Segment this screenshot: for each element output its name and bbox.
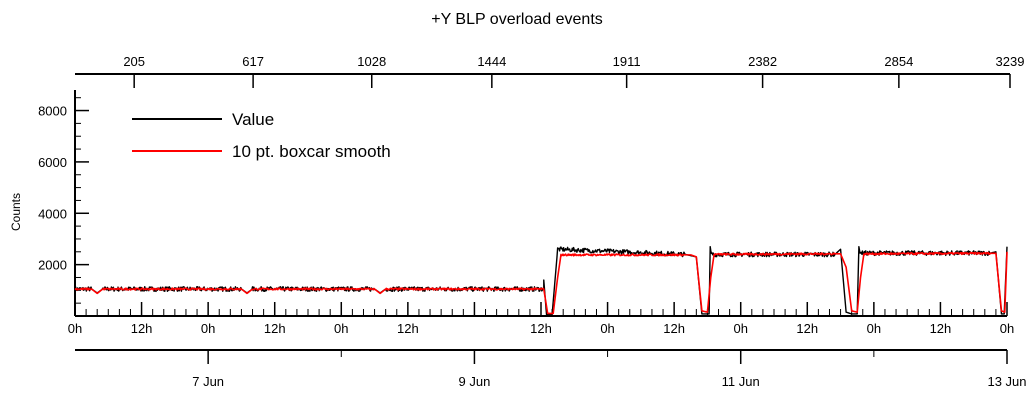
top-axis-tick-label: 2854 (884, 54, 913, 69)
legend-label-smooth: 10 pt. boxcar smooth (232, 142, 391, 161)
time-axis-tick-label: 12h (930, 321, 952, 336)
top-axis-tick-label: 2382 (748, 54, 777, 69)
legend-label-value: Value (232, 110, 274, 129)
time-axis: 0h 12h 0h 12h 0h 12h 12h 0h 12h 0h 12h 0h 12h 0h (68, 302, 1014, 336)
time-axis-tick-label: 12h (397, 321, 419, 336)
time-axis-tick-label: 0h (600, 321, 614, 336)
time-axis-tick-label: 0h (1000, 321, 1014, 336)
y-axis-tick-label: 4000 (38, 206, 67, 221)
top-axis-tick-label: 617 (242, 54, 264, 69)
time-axis-tick-label: 12h (264, 321, 286, 336)
top-axis-tick-label: 3239 (996, 54, 1025, 69)
time-axis-tick-label: 0h (733, 321, 747, 336)
top-axis-tick-label: 1028 (357, 54, 386, 69)
date-axis-tick-label: 7 Jun (192, 374, 224, 389)
series-line-boxcar-smooth (74, 251, 1008, 315)
time-axis-tick-label: 12h (530, 321, 552, 336)
time-axis-tick-label: 12h (131, 321, 153, 336)
time-axis-tick-label: 0h (201, 321, 215, 336)
y-axis-tick-label: 2000 (38, 258, 67, 273)
y-axis-tick-label: 8000 (38, 104, 67, 119)
y-axis: 2000 4000 6000 8000 (38, 90, 89, 316)
time-axis-tick-label: 0h (867, 321, 881, 336)
date-axis-tick-label: 13 Jun (987, 374, 1026, 389)
time-axis-tick-label: 0h (68, 321, 82, 336)
top-axis-tick-label: 1444 (477, 54, 506, 69)
chart-title: +Y BLP overload events (431, 11, 603, 28)
legend: Value 10 pt. boxcar smooth (132, 110, 391, 161)
time-axis-tick-label: 0h (334, 321, 348, 336)
time-axis-tick-label: 12h (796, 321, 818, 336)
top-axis: 205 617 1028 1444 1911 2382 2854 3239 (75, 54, 1024, 88)
top-axis-tick-label: 1911 (613, 54, 641, 69)
time-axis-tick-label: 12h (663, 321, 685, 336)
plot-area (74, 245, 1008, 316)
date-axis: 7 Jun 9 Jun 11 Jun 13 Jun (75, 349, 1027, 389)
date-axis-tick-label: 9 Jun (459, 374, 491, 389)
top-axis-tick-label: 205 (123, 54, 145, 69)
y-axis-label: Counts (9, 193, 23, 231)
date-axis-tick-label: 11 Jun (722, 374, 760, 389)
y-axis-tick-label: 6000 (38, 155, 67, 170)
